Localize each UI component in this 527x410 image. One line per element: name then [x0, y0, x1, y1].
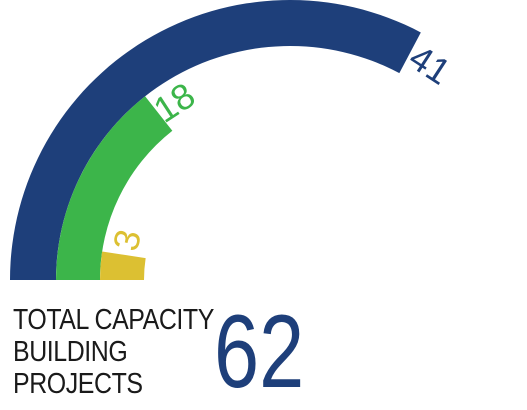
caption-line-1: TOTAL CAPACITY [13, 304, 214, 336]
caption-line-3: PROJECTS [13, 368, 143, 400]
radial-bar-2 [56, 96, 173, 280]
total-value: 62 [214, 294, 305, 410]
radial-bar-1 [10, 0, 421, 280]
value-label-3: 3 [105, 225, 150, 254]
radial-bar-3 [100, 251, 146, 280]
caption-line-2: BUILDING [13, 336, 128, 368]
